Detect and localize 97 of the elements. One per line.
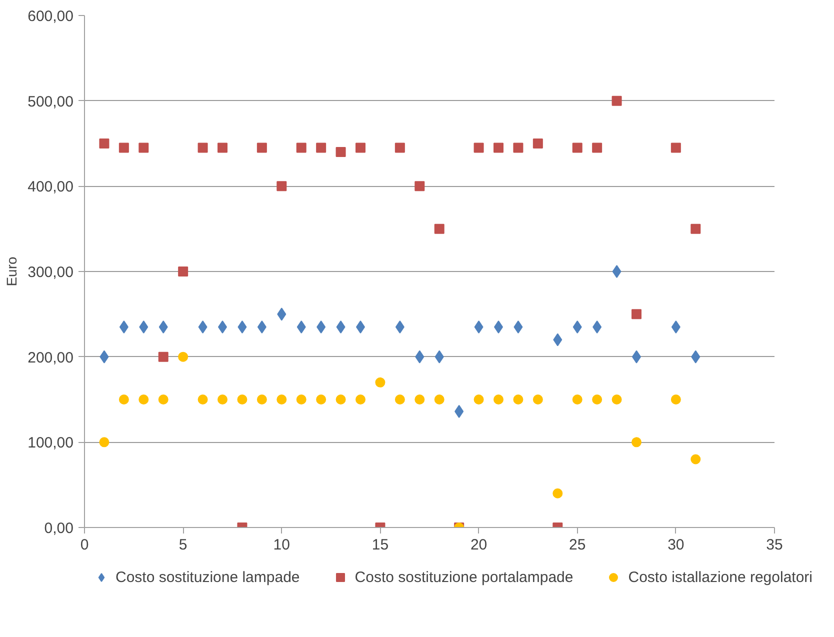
point [100, 350, 109, 364]
point [572, 142, 582, 153]
point [237, 394, 248, 404]
point [414, 181, 425, 192]
x-tick-label: 30 [668, 536, 684, 554]
point [395, 320, 404, 334]
point [671, 320, 680, 334]
point [494, 142, 504, 153]
x-tick-label: 25 [569, 536, 586, 554]
point [670, 142, 681, 153]
legend-label: Costo istallazione regolatori [628, 568, 813, 586]
y-tick-label: 100,00 [28, 434, 74, 452]
point [316, 142, 326, 153]
point [238, 320, 247, 334]
point [218, 142, 228, 153]
point [394, 142, 405, 153]
point [99, 437, 110, 448]
point [592, 142, 602, 153]
point [276, 181, 287, 192]
point [139, 320, 148, 334]
point [612, 265, 622, 278]
point [99, 138, 110, 148]
point [118, 394, 129, 404]
y-tick-label: 400,00 [28, 178, 74, 196]
y-tick-label: 200,00 [28, 349, 74, 366]
point [257, 320, 266, 334]
point [612, 394, 622, 404]
point [198, 394, 208, 404]
point [474, 394, 484, 404]
x-tick-label: 5 [178, 536, 188, 554]
point [434, 224, 444, 234]
point [691, 350, 700, 364]
point [178, 352, 188, 362]
point [572, 320, 582, 334]
x-tick-label: 10 [273, 536, 290, 554]
point [138, 394, 149, 404]
point [532, 394, 543, 404]
point [474, 142, 484, 153]
point [434, 394, 444, 404]
point [356, 394, 366, 404]
point [414, 394, 425, 404]
point [474, 320, 484, 334]
point [690, 454, 701, 464]
point [592, 394, 602, 404]
y-tick-label: 500,00 [28, 93, 74, 110]
x-tick-label: 35 [766, 536, 783, 554]
point [256, 394, 267, 404]
x-tick-label: 0 [80, 536, 89, 554]
point [276, 394, 287, 404]
point [118, 142, 129, 153]
point [198, 142, 208, 153]
point [532, 138, 543, 148]
x-tick-label: 20 [470, 536, 488, 554]
point [514, 320, 523, 334]
point [632, 437, 642, 448]
legend-label: Costo sostituzione portalampade [354, 568, 574, 586]
point [158, 394, 168, 404]
legend-label: Costo sostituzione lampade [115, 568, 300, 586]
point [592, 320, 602, 334]
point [138, 142, 149, 153]
point [632, 309, 642, 320]
point [119, 320, 128, 334]
point [356, 142, 366, 153]
point [158, 352, 168, 362]
point [690, 224, 701, 234]
point [434, 350, 444, 364]
point [316, 394, 326, 404]
point [552, 488, 563, 498]
point [198, 320, 208, 334]
point [256, 142, 267, 153]
point [316, 320, 326, 334]
point [415, 350, 424, 364]
point [670, 394, 681, 404]
point [158, 320, 168, 334]
point [394, 394, 405, 404]
point [553, 333, 562, 346]
point [513, 394, 524, 404]
y-tick-label: 600,00 [28, 8, 74, 25]
point [336, 394, 346, 404]
y-tick-label: 0,00 [44, 520, 74, 537]
y-tick-label: 300,00 [28, 264, 74, 281]
point [296, 394, 306, 404]
point [375, 377, 386, 388]
point [494, 394, 504, 404]
point [612, 96, 622, 106]
point [572, 394, 582, 404]
point [218, 394, 228, 404]
point [296, 320, 306, 334]
point [513, 142, 524, 153]
y-axis-title: Euro [4, 256, 20, 286]
point [336, 147, 346, 158]
point [296, 142, 306, 153]
point [178, 266, 188, 276]
point [336, 320, 346, 334]
point [277, 308, 286, 321]
point [454, 404, 464, 418]
x-tick-label: 15 [372, 536, 389, 554]
